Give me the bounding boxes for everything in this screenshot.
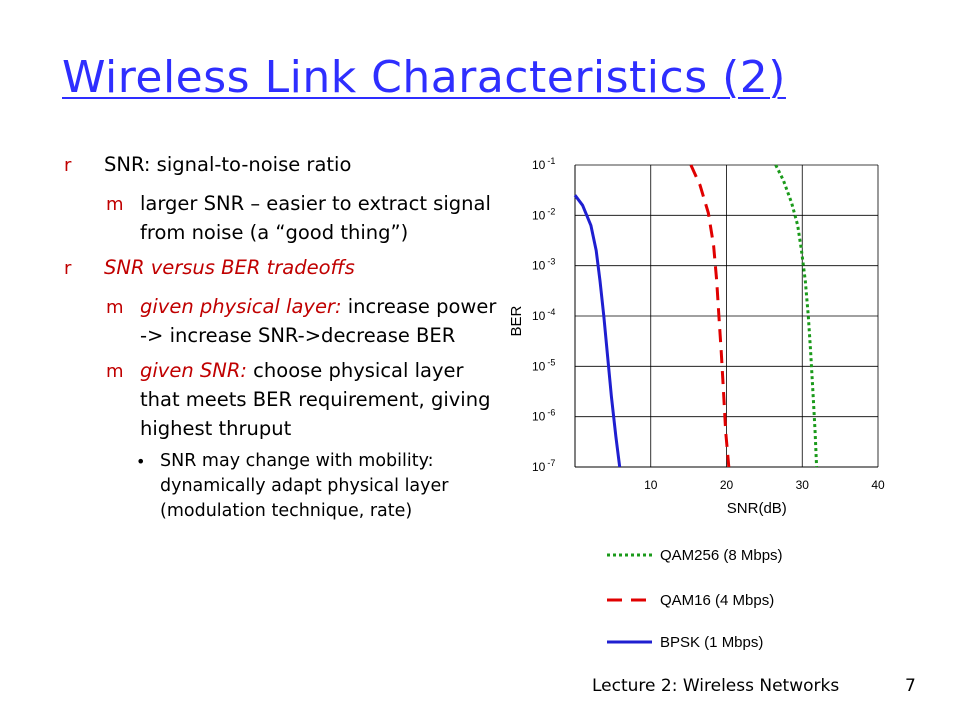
y-tick-exponent: -1 — [547, 156, 555, 166]
legend-label: QAM16 (4 Mbps) — [660, 592, 774, 609]
y-tick-exponent: -2 — [547, 206, 555, 216]
y-tick-base: 10 — [532, 158, 546, 172]
y-axis-label: BER — [508, 305, 525, 336]
y-tick-base: 10 — [532, 460, 546, 474]
bullet-snr: r SNR: signal-to-noise ratio — [64, 150, 504, 179]
sub-bullet-physical-layer: m given physical layer: increase power -… — [64, 292, 504, 350]
y-tick-exponent: -4 — [547, 307, 555, 317]
y-tick-labels: 10-110-210-310-410-510-610-7 — [532, 156, 555, 474]
page-number: 7 — [905, 676, 916, 696]
slide-title: Wireless Link Characteristics (2) — [62, 52, 786, 103]
y-tick-label: 10 -6 — [532, 408, 555, 424]
series-line — [774, 164, 819, 468]
sub-bullet-text: increase power -> increase SNR->decrease… — [140, 295, 497, 347]
bullet-marker: r — [64, 155, 72, 176]
y-tick-label: 10 -1 — [532, 156, 555, 172]
x-tick-label: 10 — [644, 478, 658, 492]
x-axis-label: SNR(dB) — [727, 500, 787, 517]
bullet-tradeoffs: r SNR versus BER tradeoffs — [64, 253, 504, 282]
y-tick-exponent: -7 — [547, 458, 555, 468]
y-tick-base: 10 — [532, 309, 546, 323]
bullet-list: r SNR: signal-to-noise ratio m larger SN… — [64, 150, 504, 524]
x-tick-label: 40 — [871, 478, 885, 492]
sub-bullet-text: larger SNR – easier to extract signal fr… — [140, 192, 491, 244]
sub-bullet-larger-snr: m larger SNR – easier to extract signal … — [64, 189, 504, 247]
bullet-text: SNR versus BER tradeoffs — [104, 256, 355, 279]
sub-bullet-prefix: given physical layer: — [140, 295, 342, 318]
series-line — [689, 164, 731, 468]
y-tick-base: 10 — [532, 208, 546, 222]
sub-bullet-marker: m — [106, 194, 124, 215]
x-tick-labels: 10 20 30 40 — [644, 478, 885, 492]
y-tick-exponent: -5 — [547, 357, 555, 367]
sub-bullet-prefix: given SNR: — [140, 359, 247, 382]
y-tick-label: 10 -7 — [532, 458, 555, 474]
sub-bullet-marker: m — [106, 297, 124, 318]
y-tick-exponent: -6 — [547, 408, 555, 418]
chart-legend: QAM256 (8 Mbps) QAM16 (4 Mbps) BPSK (1 Mbp… — [607, 547, 783, 651]
y-tick-label: 10 -2 — [532, 206, 555, 222]
chart-grid — [574, 164, 879, 468]
y-tick-label: 10 -5 — [532, 357, 555, 373]
y-tick-base: 10 — [532, 359, 546, 373]
sub-sub-bullet-marker: • — [136, 452, 146, 471]
sub-bullet-given-snr: m given SNR: choose physical layer that … — [64, 356, 504, 443]
sub-sub-bullet-text: SNR may change with mobility: dynamicall… — [160, 451, 449, 521]
y-tick-base: 10 — [532, 259, 546, 273]
chart-series — [573, 164, 819, 468]
y-tick-base: 10 — [532, 410, 546, 424]
x-tick-label: 20 — [720, 478, 734, 492]
sub-bullet-marker: m — [106, 361, 124, 382]
legend-label: BPSK (1 Mbps) — [660, 634, 763, 651]
y-tick-label: 10 -4 — [532, 307, 555, 323]
sub-bullet-text: choose physical layer that meets BER req… — [140, 359, 491, 440]
y-tick-label: 10 -3 — [532, 257, 555, 273]
footer-lecture: Lecture 2: Wireless Networks — [592, 676, 840, 696]
legend-label: QAM256 (8 Mbps) — [660, 547, 783, 564]
sub-sub-bullet-mobility: • SNR may change with mobility: dynamica… — [64, 449, 504, 524]
x-tick-label: 30 — [796, 478, 810, 492]
bullet-text: SNR: signal-to-noise ratio — [104, 153, 352, 176]
bullet-marker: r — [64, 258, 72, 279]
series-line — [573, 194, 622, 468]
y-tick-exponent: -3 — [547, 257, 555, 267]
